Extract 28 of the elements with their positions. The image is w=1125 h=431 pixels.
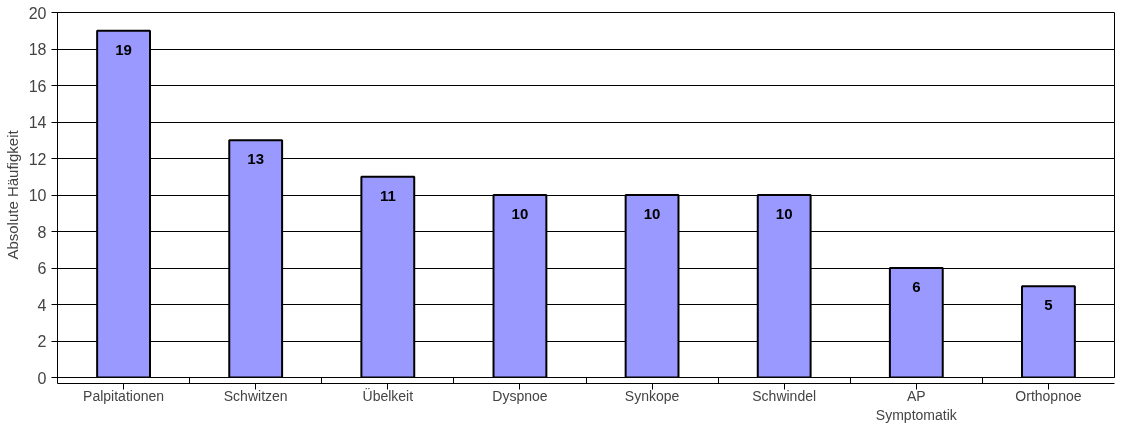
y-tick-label: 8 — [37, 223, 47, 241]
x-tick-label: Schwindel — [752, 387, 817, 404]
data-label: 11 — [379, 186, 396, 204]
y-tick-label: 6 — [37, 260, 47, 277]
y-tick-label: 10 — [28, 187, 47, 204]
y-tick-label: 16 — [28, 77, 47, 95]
x-tick-label: Dyspnoe — [492, 387, 548, 404]
y-tick-label: 14 — [28, 114, 47, 131]
x-tick-label: Palpitationen — [83, 387, 165, 404]
data-label: 19 — [115, 40, 132, 58]
x-tick-label: AP Symptomatik — [875, 387, 958, 423]
data-label: 13 — [247, 150, 265, 168]
y-tick-label: 2 — [37, 333, 47, 350]
data-label: 6 — [912, 278, 921, 295]
data-label: 10 — [643, 205, 661, 222]
y-tick-label: 18 — [28, 41, 47, 58]
y-tick-label: 0 — [37, 369, 47, 387]
data-label: 10 — [511, 205, 529, 222]
y-tick-label: 12 — [28, 150, 47, 168]
y-tick-label: 4 — [37, 296, 47, 314]
x-tick-label: Orthopnoe — [1015, 387, 1082, 404]
data-label: 5 — [1044, 296, 1053, 314]
y-tick-label: 20 — [28, 4, 47, 22]
x-tick-label: Übelkeit — [362, 386, 414, 404]
x-tick-label: Schwitzen — [223, 387, 288, 404]
data-label: 10 — [775, 205, 793, 222]
x-tick-label: Synkope — [624, 387, 680, 404]
y-axis-title: Absolute Häufigkeit — [3, 129, 21, 260]
